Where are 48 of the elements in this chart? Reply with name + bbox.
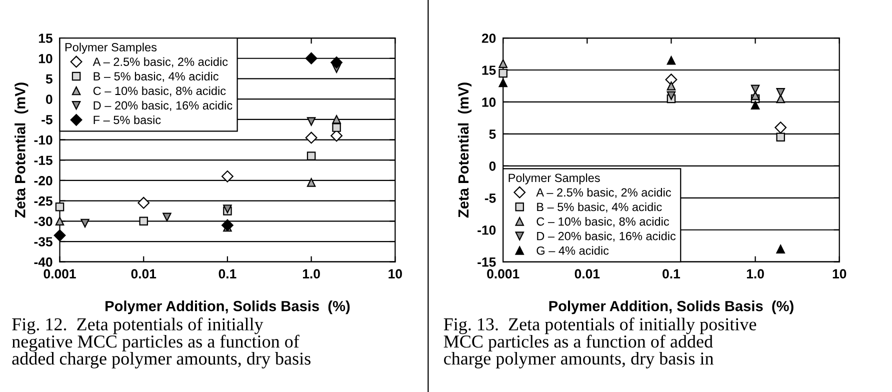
y-tick-label: -20 <box>34 176 52 186</box>
legend-title: Polymer Samples <box>508 173 600 184</box>
y-tick-label: -25 <box>34 196 52 206</box>
x-axis-title: Polymer Addition, Solids Basis (%) <box>549 300 794 314</box>
y-tick-label: 20 <box>482 34 496 43</box>
legend-title: Polymer Samples <box>65 42 157 54</box>
y-tick-label: -10 <box>34 135 52 145</box>
y-axis-title: Zeta Potential (mV) <box>458 82 472 218</box>
y-tick-label: 10 <box>38 54 52 64</box>
caption: Fig. 13. Zeta potentials of initially positive MCC particles as a function of added charge polymer amounts, dry basis in <box>444 318 756 368</box>
legend-label: B – 5% basic, 4% acidic <box>94 72 218 82</box>
x-tick-label: 10 <box>388 269 402 278</box>
legend-label: A – 2.5% basic, 2% acidic <box>536 188 672 198</box>
x-tick-label: 0.1 <box>662 269 680 278</box>
x-tick-label: 1.0 <box>746 269 764 278</box>
caption: Fig. 12. Zeta potentials of initially negative MCC particles as a function of added charge polymer amounts, dry basis <box>12 318 310 368</box>
legend-label: G – 4% acidic <box>536 246 609 255</box>
x-tick-label: 1.0 <box>302 269 320 278</box>
y-tick-label: -10 <box>478 225 496 235</box>
legend-label: C – 10% basic, 8% acidic <box>93 86 226 96</box>
y-tick-label: -35 <box>34 237 52 246</box>
legend-label: D – 20% basic, 16% acidic <box>537 232 676 242</box>
y-tick-label: 5 <box>489 130 496 139</box>
y-tick-label: -40 <box>34 257 52 267</box>
legend-label: B – 5% basic, 4% acidic <box>537 202 662 213</box>
y-tick-label: 5 <box>46 74 52 84</box>
y-tick-label: 10 <box>482 98 496 107</box>
legend-label: F – 5% basic <box>94 115 161 124</box>
y-tick-label: -5 <box>42 115 52 124</box>
x-tick-label: 0.001 <box>44 269 76 278</box>
legend-label: D – 20% basic, 16% acidic <box>94 100 232 111</box>
legend-label: C – 10% basic, 8% acidic <box>536 217 670 228</box>
y-tick-label: -30 <box>34 216 52 226</box>
x-axis-title: Polymer Addition, Solids Basis (%) <box>106 300 350 314</box>
y-tick-label: -5 <box>484 194 496 203</box>
y-tick-label: 15 <box>482 66 496 75</box>
y-tick-label: -15 <box>34 156 52 166</box>
x-tick-label: 0.01 <box>131 269 156 278</box>
y-axis-title: Zeta Potential (mV) <box>14 82 28 218</box>
x-tick-label: 0.1 <box>218 269 236 278</box>
y-tick-label: 0 <box>46 94 52 104</box>
x-tick-label: 10 <box>832 269 846 278</box>
y-tick-label: 15 <box>38 34 52 43</box>
y-tick-label: 0 <box>489 161 496 171</box>
legend-label: A – 2.5% basic, 2% acidic <box>92 57 228 68</box>
x-tick-label: 0.01 <box>574 269 600 278</box>
y-tick-label: -15 <box>478 258 496 267</box>
x-tick-label: 0.001 <box>487 269 520 278</box>
